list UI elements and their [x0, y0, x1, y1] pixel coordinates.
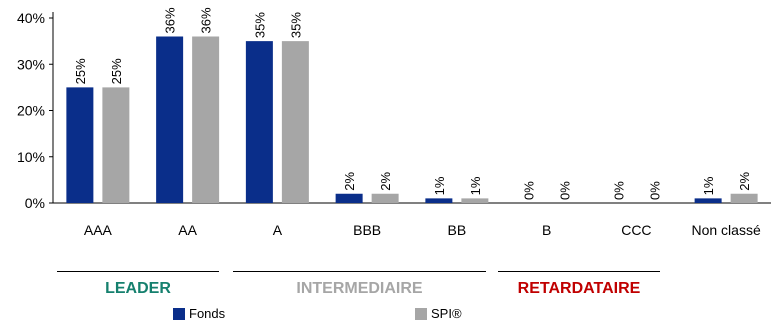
data-label-fonds: 1% — [432, 176, 447, 195]
y-tick-label: 40% — [17, 10, 45, 26]
legend-swatch-spi — [415, 307, 427, 320]
bar-fonds — [425, 198, 453, 203]
bar-fonds — [694, 198, 722, 203]
bar-fonds — [66, 87, 94, 203]
data-label-fonds: 36% — [163, 7, 178, 33]
data-label-spi: 0% — [558, 181, 573, 200]
data-label-spi: 25% — [109, 58, 124, 84]
y-tick-label: 20% — [17, 103, 45, 119]
group-label-retardataire: RETARDATAIRE — [517, 280, 641, 297]
bar-spi — [192, 36, 220, 203]
bar-spi — [461, 198, 489, 203]
group-label-intermediaire: INTERMEDIAIRE — [296, 280, 423, 297]
data-label-fonds: 25% — [73, 58, 88, 84]
data-label-fonds: 35% — [252, 12, 267, 38]
x-tick-label: AAA — [84, 222, 113, 238]
data-label-spi: 2% — [737, 172, 752, 191]
x-tick-label: BBB — [353, 222, 381, 238]
legend-label-fonds: Fonds — [189, 306, 226, 321]
y-tick-label: 10% — [17, 149, 45, 165]
y-tick-label: 30% — [17, 56, 45, 72]
data-label-spi: 1% — [468, 176, 483, 195]
data-label-spi: 2% — [378, 172, 393, 191]
bar-spi — [281, 41, 309, 203]
bar-spi — [730, 193, 758, 203]
legend-swatch-fonds — [173, 307, 185, 320]
legend-item-fonds: Fonds — [173, 306, 225, 321]
bar-spi — [371, 193, 399, 203]
group-label-leader: LEADER — [105, 280, 171, 297]
x-tick-label: BB — [448, 222, 467, 238]
data-label-spi: 0% — [647, 181, 662, 200]
data-label-fonds: 1% — [701, 176, 716, 195]
bar-fonds — [245, 41, 273, 203]
x-tick-label: Non classé — [691, 222, 760, 238]
legend-label-spi: SPI® — [431, 306, 462, 321]
data-label-fonds: 0% — [522, 181, 537, 200]
data-label-fonds: 0% — [611, 181, 626, 200]
x-tick-label: B — [542, 222, 551, 238]
x-tick-label: CCC — [621, 222, 651, 238]
y-tick-label: 0% — [25, 195, 45, 211]
data-label-spi: 35% — [288, 12, 303, 38]
data-label-fonds: 2% — [342, 172, 357, 191]
retardataire-group-line — [498, 271, 660, 272]
leader-group-line — [57, 271, 219, 272]
legend-item-spi: SPI® — [415, 306, 462, 321]
bar-spi — [102, 87, 130, 203]
bar-fonds — [335, 193, 363, 203]
data-label-spi: 36% — [199, 7, 214, 33]
x-tick-label: A — [273, 222, 283, 238]
intermediaire-group-line — [233, 271, 486, 272]
x-tick-label: AA — [178, 222, 197, 238]
bar-fonds — [156, 36, 184, 203]
